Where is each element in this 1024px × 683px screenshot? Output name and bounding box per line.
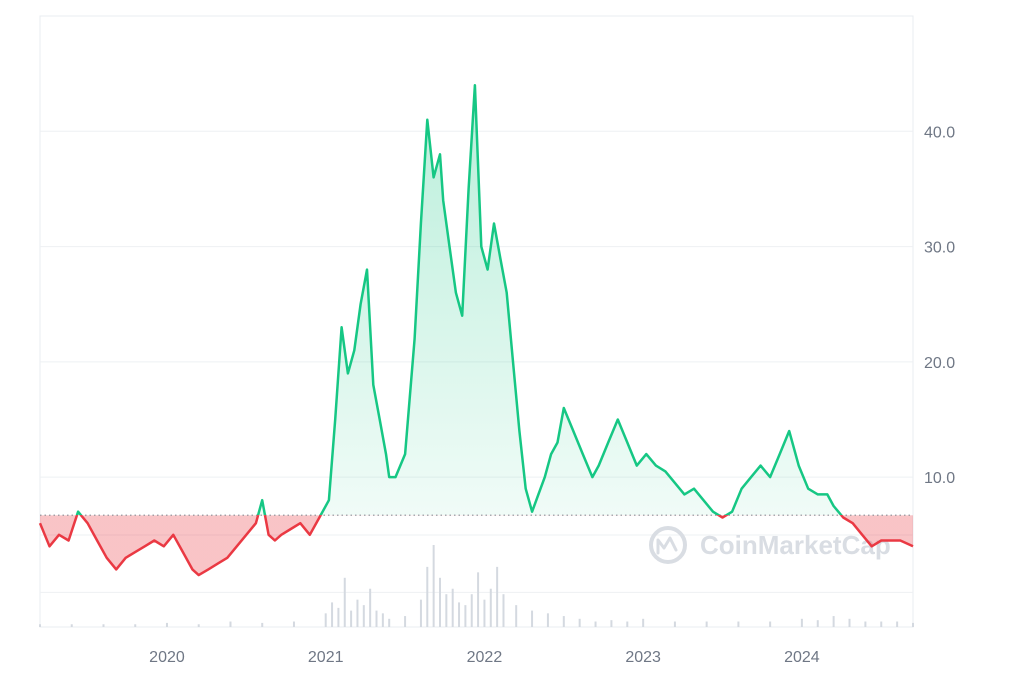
volume-bar bbox=[343, 577, 346, 627]
x-tick-label: 2021 bbox=[308, 649, 344, 666]
volume-bar bbox=[229, 621, 232, 627]
volume-bar bbox=[102, 624, 105, 627]
volume-bar bbox=[896, 621, 899, 627]
volume-bar bbox=[451, 588, 454, 627]
volume-bar bbox=[673, 621, 676, 627]
volume-bar bbox=[438, 577, 441, 627]
volume-bar bbox=[578, 618, 581, 627]
volume-bar bbox=[816, 620, 819, 627]
volume-bar bbox=[737, 621, 740, 627]
volume-bar bbox=[515, 605, 518, 627]
volume-bar bbox=[705, 621, 708, 627]
volume-bar bbox=[445, 594, 448, 627]
x-axis-labels: 2020 2021 2022 2023 2024 bbox=[149, 649, 820, 666]
volume-bar bbox=[356, 599, 359, 627]
x-tick-label: 2024 bbox=[784, 649, 820, 666]
volume-bar bbox=[562, 616, 565, 627]
volume-bar bbox=[375, 610, 378, 627]
price-line-below bbox=[38, 515, 914, 577]
x-tick-label: 2020 bbox=[149, 649, 185, 666]
y-tick-label: 40.0 bbox=[924, 124, 955, 141]
volume-bar bbox=[880, 621, 883, 627]
price-line-above bbox=[75, 83, 843, 516]
y-tick-label: 30.0 bbox=[924, 240, 955, 257]
volume-bar bbox=[489, 588, 492, 627]
volume-bar bbox=[324, 613, 327, 627]
x-tick-label: 2022 bbox=[467, 649, 503, 666]
volume-bar bbox=[458, 602, 461, 627]
area-above-baseline bbox=[76, 85, 842, 516]
volume-bar bbox=[594, 621, 597, 627]
volume-bar bbox=[531, 610, 534, 627]
volume-bar bbox=[337, 607, 340, 627]
volume-bar bbox=[292, 621, 295, 627]
volume-bar bbox=[39, 624, 41, 627]
y-tick-label: 20.0 bbox=[924, 355, 955, 372]
volume-bar bbox=[404, 616, 407, 627]
volume-bar bbox=[832, 616, 835, 627]
volume-bar bbox=[912, 622, 914, 627]
volume-bar bbox=[362, 605, 365, 627]
watermark-text: CoinMarketCap bbox=[700, 530, 891, 560]
volume-bar bbox=[483, 599, 486, 627]
volume-bars bbox=[39, 545, 914, 627]
volume-bar bbox=[369, 588, 372, 627]
y-axis-labels: 40.0 30.0 20.0 10.0 bbox=[924, 124, 955, 487]
volume-bar bbox=[419, 599, 422, 627]
volume-bar bbox=[610, 620, 613, 627]
volume-bar bbox=[134, 624, 137, 627]
volume-bar bbox=[165, 622, 168, 627]
volume-bar bbox=[848, 618, 851, 627]
volume-bar bbox=[197, 624, 200, 627]
volume-bar bbox=[800, 618, 803, 627]
coinmarketcap-logo-icon bbox=[649, 526, 687, 564]
volume-bar bbox=[864, 621, 867, 627]
volume-bar bbox=[426, 566, 429, 627]
volume-bar bbox=[70, 624, 73, 627]
volume-bar bbox=[496, 566, 499, 627]
volume-bar bbox=[331, 602, 334, 627]
volume-bar bbox=[261, 622, 264, 627]
volume-bar bbox=[381, 613, 384, 627]
watermark: CoinMarketCap bbox=[649, 526, 891, 564]
volume-bar bbox=[502, 594, 505, 627]
volume-bar bbox=[769, 621, 772, 627]
volume-bar bbox=[464, 605, 467, 627]
volume-bar bbox=[350, 610, 353, 627]
volume-bar bbox=[477, 572, 480, 627]
y-tick-label: 10.0 bbox=[924, 470, 955, 487]
volume-bar bbox=[388, 618, 391, 627]
plot-frame bbox=[39, 15, 914, 628]
area-below-baseline bbox=[40, 515, 913, 576]
volume-bar bbox=[470, 594, 473, 627]
volume-bar bbox=[642, 618, 645, 627]
volume-bar bbox=[432, 545, 435, 627]
volume-bar bbox=[546, 613, 549, 627]
x-tick-label: 2023 bbox=[625, 649, 661, 666]
volume-bar bbox=[626, 621, 629, 627]
